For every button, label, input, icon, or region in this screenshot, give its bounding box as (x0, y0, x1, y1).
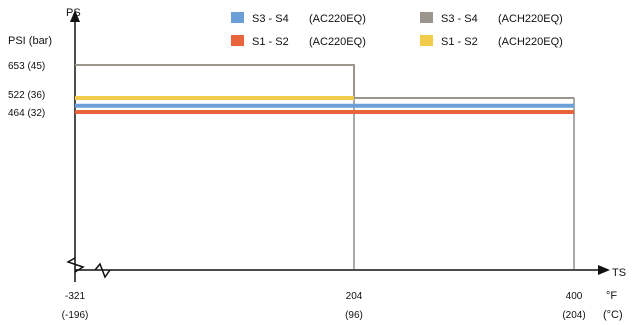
x-tick-labels: -321 (-196) 204 (96) 400 (204) (62, 291, 586, 321)
legend: S3 - S4 (AC220EQ) S3 - S4 (ACH220EQ)S1 - S2… (231, 12, 563, 48)
y-tick-label: 653 (45) (8, 61, 45, 72)
x-tick-label: 204 (346, 291, 363, 302)
x-axis-arrow-icon (598, 265, 610, 275)
x-axis-unit-label-c: (°C) (603, 309, 623, 321)
x-axis-break-icon (94, 262, 111, 279)
x-tick-label: 400 (566, 291, 583, 302)
x-axis-unit-label-f: °F (606, 290, 617, 302)
envelope-outline (75, 64, 575, 270)
envelope-frame (75, 64, 575, 270)
y-axis-unit-label: PSI (bar) (8, 35, 52, 47)
legend-swatch (420, 12, 433, 23)
x-tick-label-celsius: (-196) (62, 310, 89, 321)
legend-swatch (231, 12, 244, 23)
legend-series-model: (AC220EQ) (309, 36, 366, 48)
x-axis-title: TS (612, 267, 626, 279)
x-tick-label-celsius: (204) (562, 310, 585, 321)
legend-swatch (231, 35, 244, 46)
legend-series-model: (ACH220EQ) (498, 13, 563, 25)
x-tick-label: -321 (65, 291, 85, 302)
legend-item: S3 - S4 (AC220EQ) (231, 12, 366, 25)
legend-series-name: S1 - S2 (441, 36, 478, 48)
legend-series-model: (AC220EQ) (309, 13, 366, 25)
legend-series-name: S1 - S2 (252, 36, 289, 48)
y-tick-labels: 653 (45) 522 (36) 464 (32) (8, 61, 45, 119)
legend-swatch (420, 35, 433, 46)
legend-series-name: S3 - S4 (441, 13, 478, 25)
legend-series-name: S3 - S4 (252, 13, 289, 25)
y-axis-title: PS (66, 7, 81, 19)
series-line-1 (75, 64, 574, 99)
legend-item: S1 - S2 (ACH220EQ) (420, 35, 563, 48)
y-tick-label: 464 (32) (8, 108, 45, 119)
x-tick-label-celsius: (96) (345, 310, 363, 321)
series-lines (75, 64, 574, 114)
legend-item: S3 - S4 (ACH220EQ) (420, 12, 563, 25)
legend-series-model: (ACH220EQ) (498, 36, 563, 48)
y-tick-label: 522 (36) (8, 90, 45, 101)
y-axis-arrow-icon (70, 10, 80, 22)
legend-item: S1 - S2 (AC220EQ) (231, 35, 366, 48)
axes: PS PSI (bar) TS °F (°C) (8, 7, 626, 321)
